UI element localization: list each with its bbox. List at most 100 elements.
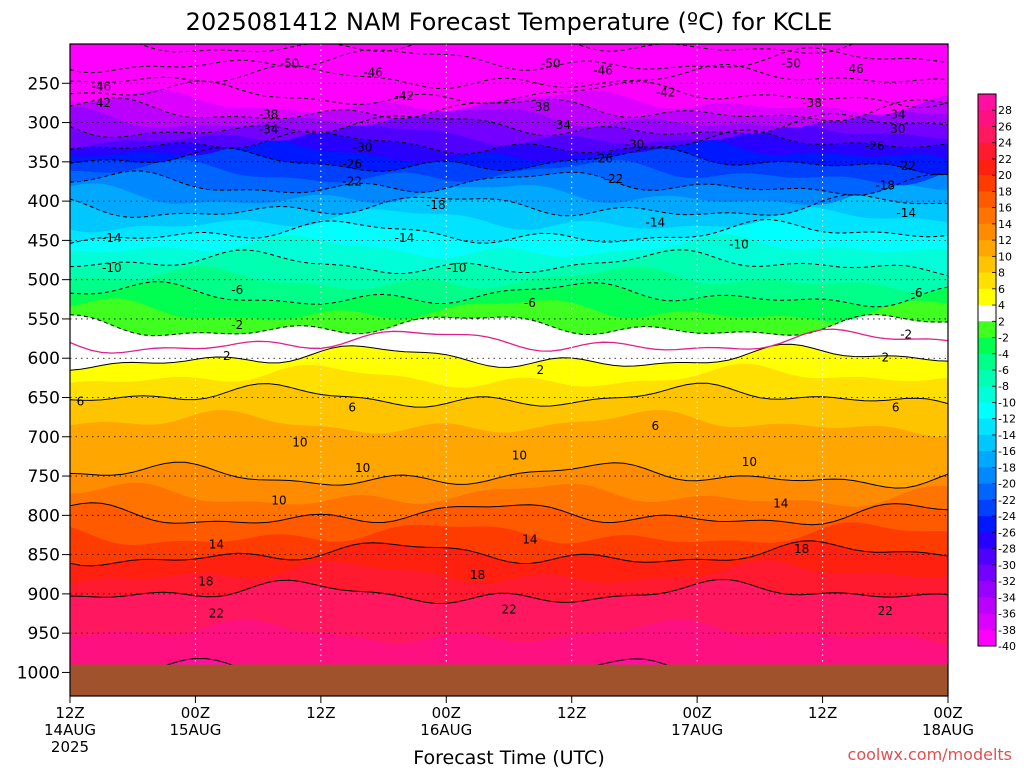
isotherm-label-text: -26 — [342, 157, 362, 171]
isotherm-label: -34 — [886, 108, 906, 122]
isotherm-label-text: 10 — [271, 493, 286, 507]
isotherm-label: -42 — [395, 89, 415, 103]
colorbar-label: -4 — [998, 348, 1009, 361]
colorbar-swatch — [978, 110, 996, 127]
pressure-tick-label: 750 — [28, 467, 60, 487]
colorbar-swatch — [978, 402, 996, 420]
colorbar-label: 10 — [998, 250, 1012, 263]
gridlines — [70, 44, 948, 696]
colorbar-label: 28 — [998, 104, 1012, 117]
colorbar-label: -40 — [998, 640, 1016, 653]
isotherm-label: -14 — [896, 206, 916, 220]
pressure-tick-label: 600 — [28, 349, 60, 369]
isotherm-line — [70, 219, 948, 244]
colorbar-swatch — [978, 288, 996, 306]
isotherm-label-text: -42 — [395, 89, 415, 103]
isotherm-label: 2 — [537, 363, 545, 377]
pressure-tick-label: 700 — [28, 428, 60, 448]
isotherm-label: -38 — [259, 108, 279, 122]
isotherm-label: -26 — [593, 152, 613, 166]
isotherm-label: -42 — [656, 86, 676, 100]
colorbar-label: -12 — [998, 413, 1016, 426]
colorbar-swatch — [978, 564, 996, 582]
colorbar-swatch — [978, 337, 996, 355]
isotherm-label-text: -14 — [896, 206, 916, 220]
isotherm-label-text: 6 — [77, 394, 85, 408]
isotherm-label: 22 — [878, 604, 893, 618]
colorbar-label: -34 — [998, 591, 1016, 604]
colorbar-swatch — [978, 191, 996, 209]
colorbar-label: 6 — [998, 283, 1005, 296]
isotherm-line — [70, 343, 948, 371]
isotherm-label-text: 14 — [209, 537, 224, 551]
isotherm-label: 6 — [77, 394, 85, 408]
colorbar-label: -32 — [998, 575, 1016, 588]
isotherm-label: -38 — [531, 100, 551, 114]
isotherm-label-text: -38 — [802, 96, 822, 110]
pressure-tick-label: 950 — [28, 624, 60, 644]
isotherm-labels: -50 -50 -50-46 -46 -46-46-42-42 -42-38-38 -38-… — [77, 57, 923, 621]
isotherm-label-text: 18 — [198, 574, 213, 588]
isotherm-label-text: -18 — [875, 178, 895, 192]
isotherm-label-text: 22 — [501, 603, 516, 617]
colorbar-label: -16 — [998, 445, 1016, 458]
isotherm-label: 14 — [209, 537, 224, 551]
colorbar-swatch — [978, 516, 996, 533]
colorbar-label: -20 — [998, 478, 1016, 491]
pressure-tick-label: 350 — [28, 153, 60, 173]
colorbar-swatch — [978, 240, 996, 257]
isotherm-label: -6 — [911, 286, 923, 300]
pressure-tick-label: 900 — [28, 585, 60, 605]
time-tick-label: 16AUG — [420, 721, 472, 739]
isotherm-label-text: -10 — [447, 261, 467, 275]
pressure-tick-label: 850 — [28, 546, 60, 566]
credit-text: coolwx.com/modelts — [848, 745, 1012, 764]
colorbar-swatch — [978, 532, 996, 550]
colorbar-label: 4 — [998, 299, 1005, 312]
pressure-tick-label: 300 — [28, 114, 60, 134]
isotherm-label: -46 — [844, 62, 864, 76]
colorbar-label: -2 — [998, 332, 1009, 345]
colorbar-label: 22 — [998, 153, 1012, 166]
colorbar-swatch — [978, 126, 996, 144]
colorbar-label: 8 — [998, 267, 1005, 280]
colorbar-swatch — [978, 305, 996, 322]
colorbar-label: 20 — [998, 169, 1012, 182]
isotherm-label-text: 14 — [773, 497, 788, 511]
colorbar-label: 14 — [998, 218, 1012, 231]
colorbar-label: -38 — [998, 624, 1016, 637]
isotherm-label-text: 22 — [878, 604, 893, 618]
isotherm-label: -30 — [353, 141, 373, 155]
isotherm-line — [70, 129, 948, 155]
pressure-tick-label: 650 — [28, 388, 60, 408]
isotherm-label: 22 — [209, 607, 224, 621]
isotherm-line — [70, 281, 948, 308]
pressure-tick-label: 500 — [28, 271, 60, 291]
isotherm-label: -46 — [92, 79, 112, 93]
isotherm-label: -6 — [231, 283, 243, 297]
isotherm-label: 6 — [892, 401, 900, 415]
isotherm-label-text: -22 — [604, 172, 624, 186]
colorbar-swatch — [978, 272, 996, 290]
isotherm-label: 10 — [271, 493, 286, 507]
isotherm-label-text: -2 — [900, 328, 912, 342]
isotherm-label-text: -10 — [102, 261, 122, 275]
isotherm-label-text: -6 — [911, 286, 923, 300]
colorbar-label: -28 — [998, 543, 1016, 556]
isotherm-line — [70, 63, 948, 90]
colorbar: 28 26 24 22 20 18 16 14 12 10 8 6 4 2 -2 -4 -6 -8 -10 -12 -1… — [977, 93, 1016, 653]
colorbar-swatch — [978, 353, 996, 371]
pressure-tick-label: 800 — [28, 506, 60, 526]
x-axis-label: Forecast Time (UTC) — [413, 747, 604, 768]
isotherm-line — [70, 170, 948, 196]
colorbar-swatch — [978, 158, 996, 176]
isotherm-line — [70, 80, 948, 109]
time-tick-label: 14AUG — [44, 721, 96, 739]
isotherm-label: -30 — [625, 138, 645, 152]
colorbar-swatch — [978, 451, 996, 468]
colorbar-label: 24 — [998, 137, 1012, 150]
time-tick-label: 15AUG — [169, 721, 221, 739]
isotherm-label-text: 2 — [537, 363, 545, 377]
colorbar-swatch — [978, 370, 996, 387]
time-tick-label: 00Z — [682, 704, 711, 722]
